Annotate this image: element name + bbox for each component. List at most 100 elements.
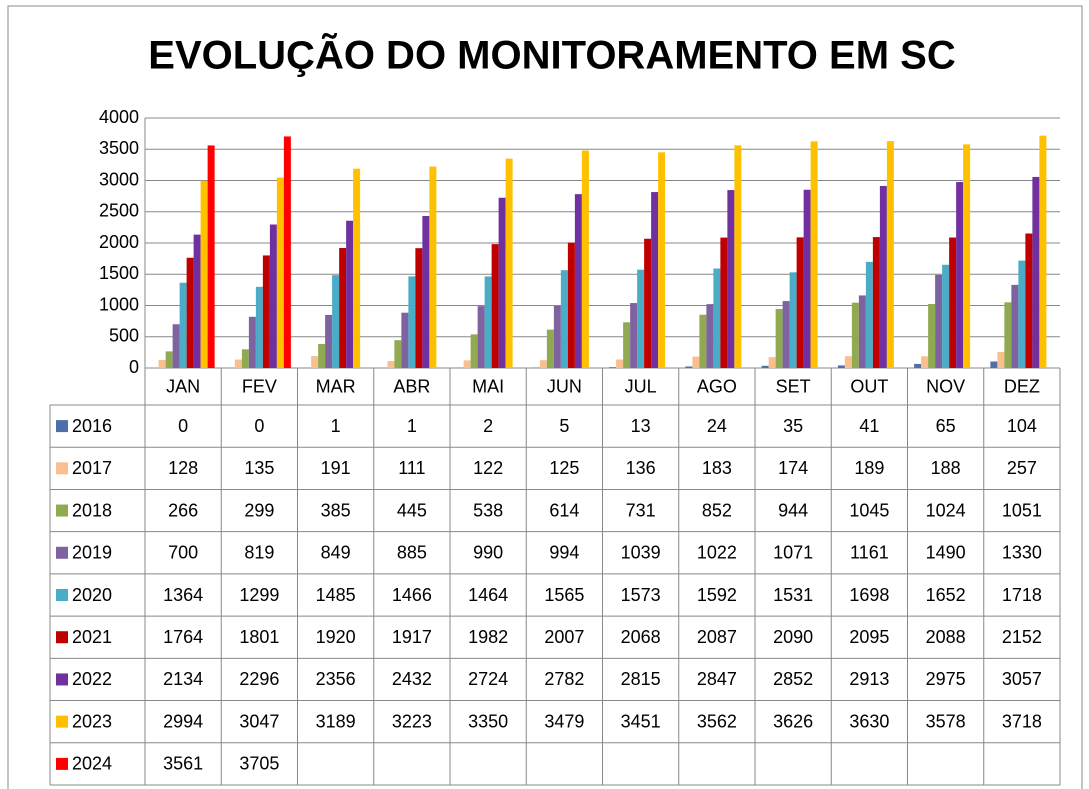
bar (193, 234, 201, 368)
table-value: 3561 (163, 754, 203, 774)
bar (720, 237, 728, 368)
bar (963, 144, 971, 368)
legend-label: 2023 (72, 711, 112, 731)
legend-swatch (56, 589, 68, 601)
bar (401, 312, 409, 368)
y-tick-label: 2500 (99, 201, 139, 221)
table-value: 2090 (773, 627, 813, 647)
table-value: 1045 (849, 500, 889, 520)
table-value: 1718 (1002, 585, 1042, 605)
bar (810, 141, 818, 368)
table-value: 3578 (926, 711, 966, 731)
bar (567, 242, 575, 368)
x-tick-label: JUN (547, 376, 582, 396)
bar (851, 302, 859, 368)
x-tick-label: AGO (697, 376, 737, 396)
table-value: 2432 (392, 669, 432, 689)
table-value: 3562 (697, 711, 737, 731)
table-value: 1022 (697, 543, 737, 563)
table-value: 1592 (697, 585, 737, 605)
bar (581, 150, 589, 368)
bar (353, 168, 361, 368)
bar (768, 357, 776, 368)
bar (858, 295, 866, 368)
x-tick-label: OUT (850, 376, 888, 396)
bar (498, 197, 506, 368)
table-value: 1051 (1002, 500, 1042, 520)
bar (1011, 284, 1019, 368)
table-value: 1071 (773, 543, 813, 563)
table-value: 1299 (239, 585, 279, 605)
table-value: 1024 (926, 500, 966, 520)
table-value: 128 (168, 458, 198, 478)
legend-label: 2017 (72, 458, 112, 478)
table-value: 1364 (163, 585, 203, 605)
bar (505, 158, 513, 368)
table-value: 1917 (392, 627, 432, 647)
bar (616, 359, 624, 368)
table-value: 445 (397, 500, 427, 520)
table-value: 3189 (316, 711, 356, 731)
table-value: 3350 (468, 711, 508, 731)
bar (782, 301, 790, 368)
table-value: 174 (778, 458, 808, 478)
y-tick-label: 500 (109, 326, 139, 346)
table-value: 24 (707, 416, 727, 436)
bar (644, 238, 652, 368)
legend-swatch (56, 715, 68, 728)
bar (685, 366, 693, 368)
table-value: 2088 (926, 627, 966, 647)
legend-label: 2020 (72, 585, 112, 605)
bar (837, 365, 845, 368)
bar (761, 365, 769, 368)
table-value: 1464 (468, 585, 508, 605)
table-value: 5 (559, 416, 569, 436)
x-tick-label: MAR (316, 376, 356, 396)
table-value: 2815 (621, 669, 661, 689)
bar (394, 340, 402, 368)
bar (200, 180, 208, 368)
bar (422, 216, 430, 368)
bar (699, 314, 707, 368)
table-value: 3630 (849, 711, 889, 731)
x-tick-label: DEZ (1004, 376, 1040, 396)
bar (872, 237, 880, 368)
bar (935, 274, 943, 368)
legend-swatch (56, 462, 68, 475)
table-value: 1801 (239, 627, 279, 647)
bar (796, 237, 804, 368)
legend-label: 2016 (72, 416, 112, 436)
table-value: 189 (854, 458, 884, 478)
x-tick-label: JAN (166, 376, 200, 396)
table-value: 731 (626, 500, 656, 520)
table-value: 0 (254, 416, 264, 436)
table-value: 3057 (1002, 669, 1042, 689)
legend-label: 2019 (72, 543, 112, 563)
bar (956, 182, 964, 368)
bar (553, 305, 561, 368)
bar (463, 360, 471, 368)
bar (1039, 135, 1047, 368)
table-value: 3451 (621, 711, 661, 731)
bar (339, 248, 347, 368)
table-value: 2913 (849, 669, 889, 689)
bar (346, 220, 354, 368)
bar (491, 244, 499, 368)
table-value: 849 (321, 543, 351, 563)
bar (477, 306, 485, 368)
bar (921, 356, 929, 368)
table-value: 819 (244, 543, 274, 563)
bar (775, 309, 783, 368)
bar (165, 351, 173, 368)
y-tick-label: 3500 (99, 138, 139, 158)
bar (158, 360, 166, 368)
legend-swatch (56, 546, 68, 559)
table-value: 257 (1007, 458, 1037, 478)
table-value: 1466 (392, 585, 432, 605)
y-tick-label: 1000 (99, 294, 139, 314)
table-value: 2975 (926, 669, 966, 689)
bar (387, 361, 395, 368)
table-value: 2007 (544, 627, 584, 647)
bar (630, 303, 638, 368)
